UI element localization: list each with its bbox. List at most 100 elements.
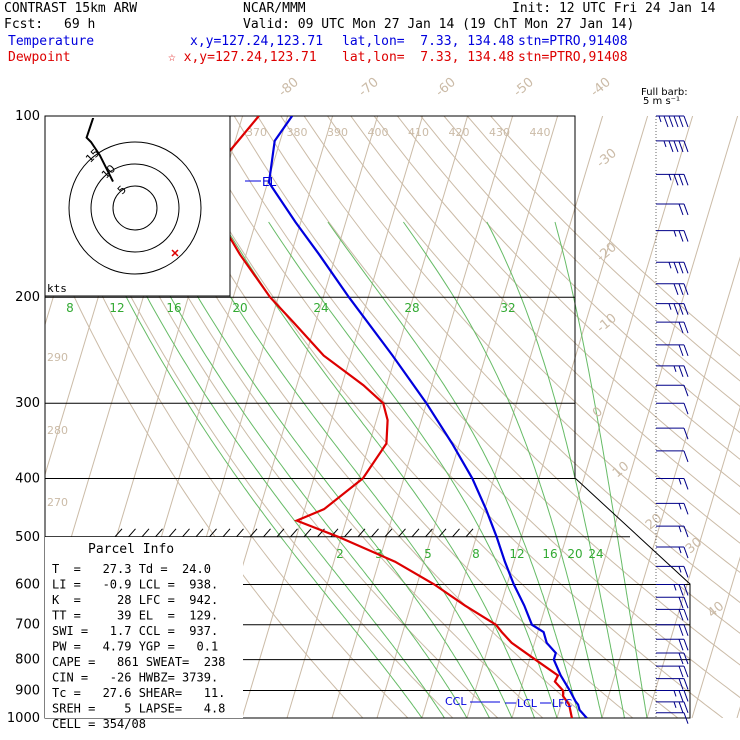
temperature-latlon: lat,lon= 7.33, 134.48 bbox=[342, 34, 515, 49]
wind-barb bbox=[656, 689, 689, 702]
barb-flag bbox=[678, 584, 684, 596]
hatch-mark bbox=[114, 528, 123, 538]
barb-flag bbox=[683, 584, 689, 596]
wind-barb bbox=[656, 344, 689, 357]
hatch-mark bbox=[344, 528, 352, 538]
parcel-info-row: TT = 39 EL = 129. bbox=[52, 609, 218, 623]
wind-barbs bbox=[655, 115, 689, 724]
dry-adiabat-line bbox=[70, 116, 499, 718]
dewpoint-profile-line bbox=[213, 116, 573, 718]
dry-adiabat-line bbox=[397, 116, 740, 460]
dry-adiabat-line bbox=[47, 116, 454, 718]
barb-flag bbox=[683, 546, 689, 559]
dry-adiabat-line bbox=[490, 116, 740, 357]
dry-adiabat-line bbox=[257, 116, 740, 634]
barb-flag bbox=[683, 403, 689, 415]
dry-adiabat-line bbox=[163, 116, 679, 718]
temperature-xy: x,y=127.24,123.71 bbox=[190, 34, 324, 49]
isotherm-line bbox=[466, 116, 649, 718]
barb-flag bbox=[678, 283, 684, 295]
wind-barb bbox=[656, 583, 689, 596]
barb-flag bbox=[678, 701, 684, 713]
barb-flag bbox=[683, 115, 689, 128]
pressure-tick-label: 300 bbox=[15, 396, 40, 411]
pressure-tick-label: 700 bbox=[15, 618, 40, 633]
org-label: NCAR/MMM bbox=[243, 1, 306, 16]
isotherm-line bbox=[376, 116, 559, 718]
wind-barb bbox=[656, 502, 689, 515]
wind-barb bbox=[656, 624, 689, 636]
wind-barb bbox=[656, 546, 689, 559]
barb-flag bbox=[673, 140, 679, 153]
dry-adiabat-line bbox=[233, 116, 740, 666]
barb-flag bbox=[683, 665, 689, 678]
barb-flag bbox=[683, 203, 689, 216]
theta-label: 280 bbox=[47, 424, 68, 437]
hatch-mark bbox=[141, 528, 150, 538]
barb-half-flag bbox=[668, 262, 672, 269]
hatch-mark bbox=[155, 528, 163, 538]
pressure-tick-label: 400 bbox=[15, 471, 40, 486]
dry-adiabat-line bbox=[93, 116, 544, 718]
parcel-info-row: SREH = 5 LAPSE= 4.8 bbox=[52, 702, 225, 716]
isotherm-line bbox=[601, 256, 740, 718]
hatch-mark bbox=[263, 528, 271, 538]
pressure-tick-label: 800 bbox=[15, 653, 40, 668]
isotherm-label: -80 bbox=[276, 75, 302, 100]
mixing-ratio-label: 24 bbox=[313, 301, 328, 315]
hodograph-ring bbox=[90, 163, 180, 253]
isotherm-line bbox=[421, 116, 604, 718]
barb-flag bbox=[683, 344, 689, 357]
hodograph-frame bbox=[44, 115, 231, 297]
barb-flag bbox=[678, 365, 684, 377]
barb-flag bbox=[683, 365, 689, 377]
isotherm-line bbox=[511, 116, 694, 718]
barb-half-flag bbox=[673, 230, 677, 237]
hatch-mark bbox=[384, 528, 393, 538]
barb-flag bbox=[678, 597, 684, 609]
dry-adiabat-line bbox=[327, 116, 740, 544]
init-time: Init: 12 UTC Fri 24 Jan 14 bbox=[512, 1, 716, 16]
barb-flag bbox=[678, 609, 684, 621]
hatch-mark bbox=[411, 528, 420, 538]
dewpoint-station: stn=PTRO,91408 bbox=[518, 50, 628, 65]
isotherm-label: -70 bbox=[356, 75, 382, 100]
barb-flag bbox=[673, 115, 679, 128]
mixing-ratio-label: 28 bbox=[404, 301, 419, 315]
el-label: EL bbox=[262, 175, 277, 189]
hatch-mark bbox=[290, 528, 298, 538]
wind-barb bbox=[656, 173, 689, 186]
wind-barb bbox=[656, 608, 689, 621]
wind-barb bbox=[656, 596, 689, 609]
wind-barb bbox=[656, 303, 689, 315]
barb-flag bbox=[683, 283, 689, 295]
barb-half-flag bbox=[668, 303, 672, 310]
storm-motion-marker bbox=[171, 249, 179, 257]
hatch-mark bbox=[371, 528, 379, 538]
moist-adiabat-line bbox=[327, 221, 580, 718]
dewpoint-latlon: lat,lon= 7.33, 134.48 bbox=[342, 50, 515, 65]
barb-flag bbox=[683, 652, 689, 665]
wind-barb bbox=[656, 525, 689, 538]
wind-barb bbox=[656, 678, 689, 690]
isotherm-label: -50 bbox=[511, 75, 537, 100]
lfc-label: LFC bbox=[552, 697, 572, 710]
barb-legend-line2: 5 m s⁻¹ bbox=[643, 96, 680, 107]
barb-flag bbox=[678, 174, 684, 186]
parcel-info-row: Tc = 27.6 SHEAR= 11. bbox=[52, 686, 225, 700]
isotherm-label: -20 bbox=[594, 240, 620, 265]
mixing-ratio-label: 24 bbox=[588, 547, 603, 561]
dry-adiabat-line bbox=[303, 116, 740, 574]
dry-adiabat-line bbox=[45, 168, 409, 718]
barb-half-flag bbox=[678, 546, 682, 554]
barb-legend-line1: Full barb: bbox=[641, 87, 688, 98]
dry-adiabat-line bbox=[140, 116, 634, 718]
hatch-mark bbox=[195, 528, 204, 538]
barb-flag bbox=[683, 690, 689, 702]
wind-barb bbox=[656, 565, 689, 578]
lcl-label: LCL bbox=[517, 697, 538, 710]
barb-half-flag bbox=[673, 690, 677, 697]
isotherm-line bbox=[286, 116, 469, 718]
barb-flag bbox=[668, 115, 674, 128]
dewpoint-legend: Dewpoint bbox=[8, 50, 71, 65]
